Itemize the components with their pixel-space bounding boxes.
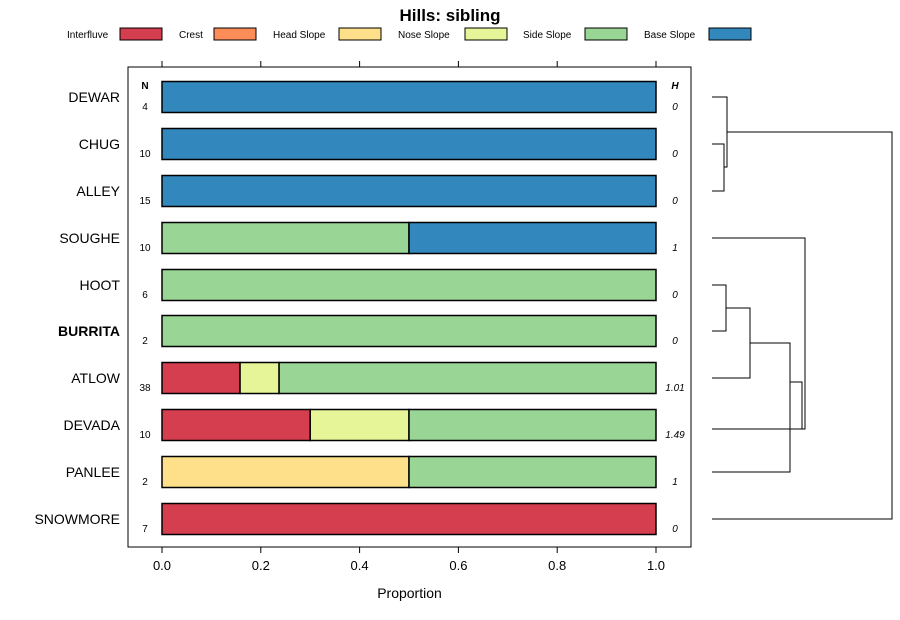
x-tick-label: 0.6 bbox=[449, 558, 467, 573]
bar-dewar-base-slope bbox=[161, 80, 657, 114]
row-label-panlee: PANLEE bbox=[66, 464, 120, 480]
n-value-burrita: 2 bbox=[142, 336, 148, 347]
bar-alley-base-slope bbox=[161, 174, 657, 208]
dendrogram-branch bbox=[712, 131, 893, 520]
h-value-hoot: 0 bbox=[672, 290, 678, 301]
h-value-devada: 1.49 bbox=[665, 430, 685, 441]
dendrogram-branch bbox=[712, 381, 803, 430]
bar-burrita-side-slope bbox=[161, 314, 657, 348]
row-label-atlow: ATLOW bbox=[71, 370, 121, 386]
h-value-alley: 0 bbox=[672, 196, 678, 207]
h-value-soughe: 1 bbox=[672, 243, 678, 254]
row-label-snowmore: SNOWMORE bbox=[34, 511, 120, 527]
bars bbox=[161, 80, 657, 536]
n-value-dewar: 4 bbox=[142, 102, 148, 113]
bar-panlee-side-slope bbox=[408, 455, 657, 489]
x-axis-label: Proportion bbox=[377, 585, 442, 601]
bar-atlow-interfluve bbox=[161, 361, 241, 395]
legend-swatch-side-slope bbox=[584, 27, 628, 41]
bar-devada-interfluve bbox=[161, 408, 311, 442]
x-tick-label: 0.0 bbox=[153, 558, 171, 573]
n-value-atlow: 38 bbox=[139, 383, 151, 394]
legend-label-side-slope: Side Slope bbox=[523, 30, 572, 41]
bar-soughe-base-slope bbox=[408, 221, 657, 255]
bar-atlow-side-slope bbox=[278, 361, 657, 395]
h-value-chug: 0 bbox=[672, 149, 678, 160]
n-value-alley: 15 bbox=[139, 196, 151, 207]
h-value-snowmore: 0 bbox=[672, 524, 678, 535]
dendrogram-branch bbox=[712, 237, 806, 430]
row-label-alley: ALLEY bbox=[76, 183, 120, 199]
bar-panlee-head-slope bbox=[161, 455, 410, 489]
top-axis-ticks bbox=[161, 61, 657, 67]
row-label-devada: DEVADA bbox=[63, 417, 120, 433]
n-value-snowmore: 7 bbox=[142, 524, 148, 535]
dendrogram-branch bbox=[712, 96, 728, 168]
h-value-panlee: 1 bbox=[672, 477, 678, 488]
plot-panel bbox=[127, 66, 692, 548]
bar-devada-nose-slope bbox=[309, 408, 410, 442]
n-value-devada: 10 bbox=[139, 430, 151, 441]
chart-title: Hills: sibling bbox=[399, 6, 500, 25]
x-axis: 0.0 0.2 0.4 0.6 0.8 1.0 bbox=[153, 547, 665, 573]
dendrogram-branch bbox=[712, 284, 727, 332]
legend-swatch-crest bbox=[213, 27, 257, 41]
h-value-atlow: 1.01 bbox=[665, 383, 684, 394]
x-tick-label: 0.4 bbox=[351, 558, 369, 573]
bar-soughe-side-slope bbox=[161, 221, 410, 255]
n-value-soughe: 10 bbox=[139, 243, 151, 254]
x-tick-label: 1.0 bbox=[647, 558, 665, 573]
bar-chug-base-slope bbox=[161, 127, 657, 161]
dendrogram-branch bbox=[712, 342, 791, 473]
row-label-soughe: SOUGHE bbox=[59, 230, 120, 246]
legend-swatch-base-slope bbox=[708, 27, 752, 41]
legend-swatch-nose-slope bbox=[464, 27, 508, 41]
n-value-chug: 10 bbox=[139, 149, 151, 160]
h-header: H bbox=[671, 81, 679, 92]
row-label-hoot: HOOT bbox=[80, 277, 121, 293]
x-tick-label: 0.2 bbox=[252, 558, 270, 573]
legend-label-base-slope: Base Slope bbox=[644, 30, 696, 41]
bar-snowmore-interfluve bbox=[161, 502, 657, 536]
row-label-chug: CHUG bbox=[79, 136, 120, 152]
row-label-burrita: BURRITA bbox=[58, 323, 120, 339]
bar-devada-side-slope bbox=[408, 408, 657, 442]
h-value-burrita: 0 bbox=[672, 336, 678, 347]
dendrogram-branch bbox=[712, 143, 725, 192]
legend: Interfluve Crest Head Slope Nose Slope Side … bbox=[67, 27, 752, 41]
dendrogram-branch bbox=[712, 307, 751, 379]
legend-label-crest: Crest bbox=[179, 30, 203, 41]
dendrogram bbox=[712, 96, 893, 520]
legend-label-head-slope: Head Slope bbox=[273, 30, 326, 41]
legend-label-interfluve: Interfluve bbox=[67, 30, 109, 41]
bar-hoot-side-slope bbox=[161, 268, 657, 302]
x-tick-label: 0.8 bbox=[548, 558, 566, 573]
n-header: N bbox=[141, 81, 148, 92]
legend-swatch-head-slope bbox=[338, 27, 382, 41]
legend-swatch-interfluve bbox=[119, 27, 163, 41]
n-value-panlee: 2 bbox=[142, 477, 148, 488]
bar-atlow-nose-slope bbox=[239, 361, 280, 395]
h-value-dewar: 0 bbox=[672, 102, 678, 113]
n-value-hoot: 6 bbox=[142, 290, 148, 301]
legend-label-nose-slope: Nose Slope bbox=[398, 30, 450, 41]
row-label-dewar: DEWAR bbox=[68, 89, 120, 105]
